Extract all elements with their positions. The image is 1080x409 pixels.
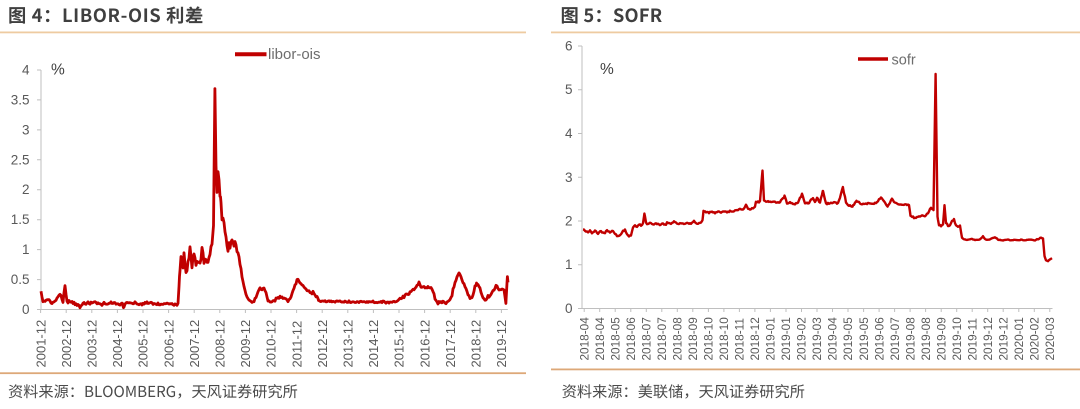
svg-text:2018-07: 2018-07 bbox=[640, 317, 654, 360]
svg-text:2018-09: 2018-09 bbox=[686, 317, 700, 360]
svg-text:0: 0 bbox=[565, 301, 573, 316]
svg-text:2019-02: 2019-02 bbox=[795, 317, 809, 360]
svg-text:2019-12: 2019-12 bbox=[996, 317, 1010, 360]
svg-text:libor-ois: libor-ois bbox=[268, 46, 321, 63]
svg-text:2019-05: 2019-05 bbox=[857, 317, 871, 361]
svg-text:4: 4 bbox=[22, 63, 30, 78]
svg-text:2018-12: 2018-12 bbox=[469, 320, 484, 368]
svg-text:1.5: 1.5 bbox=[11, 212, 30, 227]
svg-text:0.5: 0.5 bbox=[11, 272, 30, 287]
svg-text:2008-12: 2008-12 bbox=[213, 320, 228, 368]
svg-text:2.5: 2.5 bbox=[11, 152, 30, 167]
svg-text:2019-08: 2019-08 bbox=[903, 317, 917, 361]
svg-text:sofr: sofr bbox=[892, 52, 916, 68]
svg-text:2014-12: 2014-12 bbox=[366, 320, 381, 368]
svg-text:2019-05: 2019-05 bbox=[841, 317, 855, 361]
svg-text:2013-12: 2013-12 bbox=[341, 320, 356, 368]
svg-text:2019-10: 2019-10 bbox=[950, 317, 964, 361]
svg-text:2018-04: 2018-04 bbox=[577, 317, 591, 361]
svg-text:2018-11: 2018-11 bbox=[733, 318, 747, 360]
svg-text:2009-12: 2009-12 bbox=[238, 320, 253, 368]
svg-text:2018-07: 2018-07 bbox=[655, 317, 669, 360]
svg-text:2007-12: 2007-12 bbox=[187, 320, 202, 368]
svg-text:2006-12: 2006-12 bbox=[161, 320, 176, 368]
svg-text:2001-12: 2001-12 bbox=[33, 320, 48, 368]
svg-text:2: 2 bbox=[22, 182, 30, 197]
svg-text:2019-01: 2019-01 bbox=[779, 317, 793, 360]
svg-text:5: 5 bbox=[565, 82, 573, 97]
svg-text:%: % bbox=[600, 61, 614, 78]
svg-text:2018-12: 2018-12 bbox=[748, 317, 762, 360]
svg-text:2004-12: 2004-12 bbox=[110, 320, 125, 368]
svg-text:2002-12: 2002-12 bbox=[59, 320, 74, 368]
svg-text:2020-02: 2020-02 bbox=[1028, 317, 1042, 360]
svg-text:2019-08: 2019-08 bbox=[919, 317, 933, 361]
svg-text:2018-10: 2018-10 bbox=[702, 317, 716, 361]
svg-text:2018-06: 2018-06 bbox=[624, 317, 638, 361]
svg-text:2015-12: 2015-12 bbox=[392, 320, 407, 368]
svg-text:2017-12: 2017-12 bbox=[443, 320, 458, 368]
svg-text:2019-12: 2019-12 bbox=[494, 320, 509, 368]
svg-text:2019-12: 2019-12 bbox=[981, 317, 995, 360]
svg-text:2003-12: 2003-12 bbox=[85, 320, 100, 368]
svg-text:2019-03: 2019-03 bbox=[810, 317, 824, 361]
svg-text:0: 0 bbox=[22, 302, 30, 317]
svg-text:1: 1 bbox=[22, 242, 30, 257]
svg-text:2: 2 bbox=[565, 214, 573, 229]
svg-text:1: 1 bbox=[565, 257, 573, 272]
svg-text:3.5: 3.5 bbox=[11, 92, 30, 107]
svg-text:2011-12: 2011-12 bbox=[289, 321, 304, 368]
svg-text:2018-04: 2018-04 bbox=[593, 317, 607, 361]
svg-text:2018-05: 2018-05 bbox=[608, 317, 622, 361]
svg-text:2018-10: 2018-10 bbox=[717, 317, 731, 361]
svg-text:2019-04: 2019-04 bbox=[826, 317, 840, 361]
svg-text:2019-09: 2019-09 bbox=[934, 317, 948, 360]
svg-text:6: 6 bbox=[565, 39, 573, 54]
svg-text:2019-06: 2019-06 bbox=[872, 317, 886, 361]
svg-text:%: % bbox=[51, 62, 65, 79]
svg-text:2019-01: 2019-01 bbox=[764, 317, 778, 360]
svg-text:2019-07: 2019-07 bbox=[888, 317, 902, 360]
svg-text:3: 3 bbox=[22, 122, 30, 137]
svg-text:2020-01: 2020-01 bbox=[1012, 317, 1026, 360]
svg-text:2005-12: 2005-12 bbox=[136, 320, 151, 368]
svg-text:2016-12: 2016-12 bbox=[417, 320, 432, 368]
svg-text:2020-03: 2020-03 bbox=[1043, 317, 1057, 361]
svg-text:4: 4 bbox=[565, 126, 573, 141]
svg-text:2019-11: 2019-11 bbox=[965, 318, 979, 360]
svg-text:2018-08: 2018-08 bbox=[671, 317, 685, 361]
svg-text:2012-12: 2012-12 bbox=[315, 320, 330, 368]
svg-text:2010-12: 2010-12 bbox=[264, 320, 279, 368]
svg-text:3: 3 bbox=[565, 170, 573, 185]
